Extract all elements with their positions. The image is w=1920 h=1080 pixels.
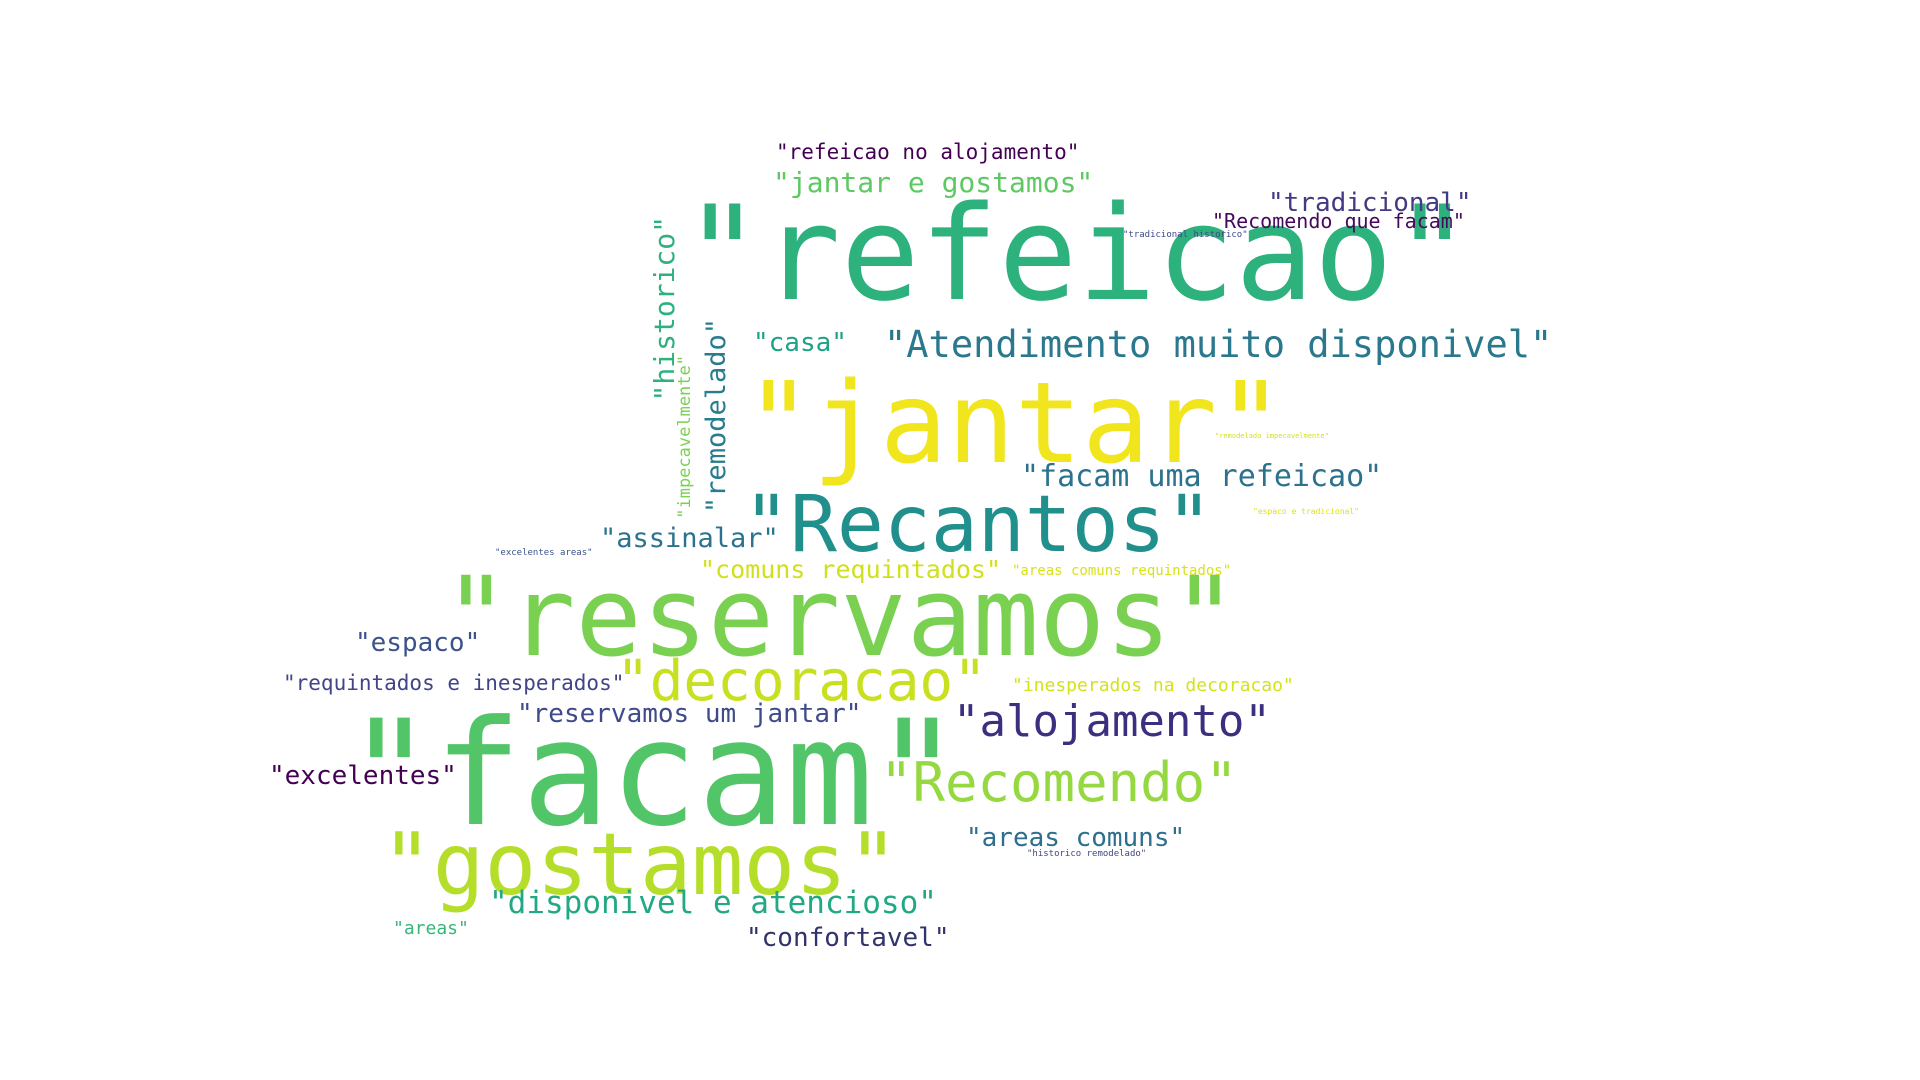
word-alojamento: "alojamento": [953, 696, 1271, 747]
word-confortavel: "confortavel": [746, 923, 950, 953]
word-facam: "facam": [346, 689, 962, 859]
word-excelentes-areas: "excelentes areas": [495, 548, 593, 558]
word-tradicional-historico: "tradicional historico": [1123, 230, 1248, 240]
word-excelentes: "excelentes": [269, 761, 457, 791]
word-gostamos: "gostamos": [381, 815, 899, 915]
word-recomendo-que-facam: "Recomendo que facam": [1212, 209, 1465, 233]
word-refeicao-no-alojamento: "refeicao no alojamento": [776, 140, 1080, 164]
word-remodelado: "remodelado": [701, 318, 732, 514]
word-comuns-requintados: "comuns requintados": [700, 555, 1002, 584]
word-recomendo: "Recomendo": [880, 751, 1238, 814]
word-jantar-e-gostamos: "jantar e gostamos": [773, 166, 1094, 199]
word-jantar: "jantar": [745, 359, 1285, 489]
word-remodelado-impecavelmente: "remodelado impecavelmente": [1215, 432, 1329, 440]
word-espaco-e-tradicional: "espaco e tradicional": [1253, 507, 1359, 516]
word-reservamos: "reservamos": [443, 553, 1238, 681]
word-espaco: "espaco": [355, 628, 481, 658]
word-requintados-e-inesperados: "requintados e inesperados": [283, 671, 625, 695]
word-historico-remodelado: "historico remodelado": [1027, 849, 1147, 859]
word-refeicao: "refeicao": [683, 177, 1472, 330]
word-areas: "areas": [393, 918, 469, 939]
word-recantos: "Recantos": [743, 480, 1213, 570]
word-atendimento: "Atendimento muito disponivel": [884, 323, 1553, 366]
word-facam-uma-refeicao: "facam uma refeicao": [1021, 459, 1383, 494]
word-casa: "casa": [753, 328, 847, 358]
word-reservamos-um-jantar: "reservamos um jantar": [517, 699, 862, 729]
word-disponivel-e-atencioso: "disponivel e atencioso": [489, 885, 937, 921]
word-tradicional: "tradicional": [1268, 188, 1472, 218]
word-decoracao: "decoracao": [616, 649, 987, 714]
word-impecavelmente: "impecavelmente": [675, 355, 695, 519]
word-areas-comuns: "areas comuns": [966, 823, 1186, 853]
word-areas-comuns-requintados: "areas comuns requintados": [1012, 563, 1232, 579]
word-inesperados-na-decoracao: "inesperados na decoracao": [1012, 675, 1294, 696]
word-assinalar: "assinalar": [600, 523, 779, 554]
